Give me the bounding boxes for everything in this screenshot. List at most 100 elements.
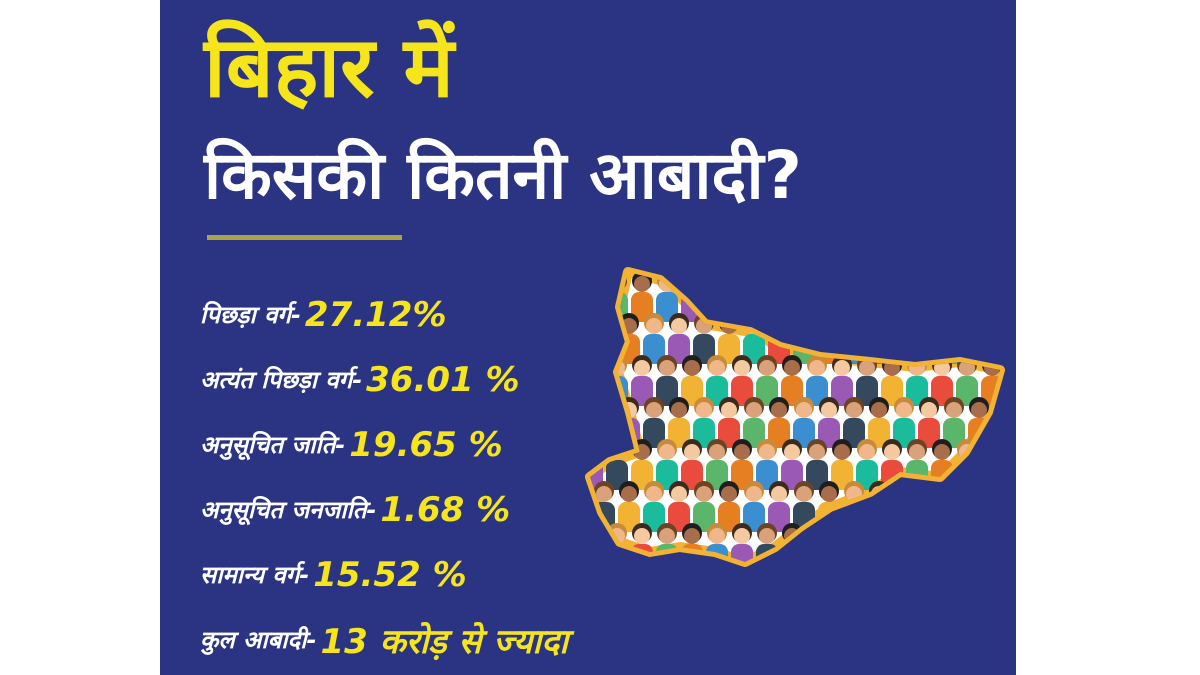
person-body	[768, 502, 790, 532]
person-head	[771, 402, 787, 418]
person-body	[590, 376, 603, 406]
person-head	[696, 402, 712, 418]
person-body	[993, 334, 1000, 364]
person-body	[643, 334, 665, 364]
person-head	[621, 486, 637, 502]
person-body	[806, 376, 828, 406]
person-hair	[590, 439, 602, 459]
person-body	[943, 418, 965, 448]
person-head	[746, 402, 762, 418]
person-head	[759, 276, 775, 292]
person-body	[818, 418, 840, 448]
person-body	[643, 502, 665, 532]
person-head	[809, 276, 825, 292]
person-body	[843, 418, 865, 448]
person-body	[718, 418, 740, 448]
person-head	[821, 402, 837, 418]
person-hair	[957, 523, 977, 543]
person-head	[921, 402, 937, 418]
person-body	[643, 418, 665, 448]
person-hair	[757, 272, 777, 291]
person-head	[871, 402, 887, 418]
person-body	[856, 376, 878, 406]
person-head	[984, 528, 1000, 544]
stat-row: अत्यंत पिछड़ा वर्ग- 36.01 %	[200, 347, 568, 412]
person-head	[859, 276, 875, 292]
person-hair	[832, 272, 852, 291]
person-hair	[894, 481, 914, 501]
stat-label: अनुसूचित जनजाति-	[200, 496, 377, 524]
person-head	[709, 276, 725, 292]
person-hair	[944, 481, 964, 501]
person-body	[731, 292, 753, 322]
person-body	[781, 544, 803, 562]
person-body	[868, 418, 890, 448]
person-head	[796, 318, 812, 334]
person-head	[721, 402, 737, 418]
person-body	[918, 418, 940, 448]
person-body	[781, 376, 803, 406]
stat-row: अनुसूचित जनजाति- 1.68 %	[200, 477, 568, 542]
divider	[207, 235, 402, 240]
person-head	[634, 360, 650, 376]
person-hair	[982, 272, 1000, 291]
person-head	[921, 486, 937, 502]
person-body	[706, 376, 728, 406]
person-head	[634, 528, 650, 544]
person-head	[659, 528, 675, 544]
person-hair	[982, 439, 1000, 459]
person-hair	[832, 523, 852, 543]
person-head	[859, 360, 875, 376]
person-head	[671, 402, 687, 418]
person-body	[618, 502, 640, 532]
person-head	[996, 402, 1000, 418]
stat-row: कुल आबादी- 13 करोड़ से ज्यादा	[200, 607, 568, 672]
person-head	[759, 444, 775, 460]
person-hair	[982, 523, 1000, 543]
person-body	[718, 334, 740, 364]
person-head	[959, 528, 975, 544]
person-body	[693, 334, 715, 364]
person-hair	[869, 313, 889, 333]
person-hair	[732, 272, 752, 291]
person-head	[634, 276, 650, 292]
person-body	[656, 460, 678, 490]
person-head	[896, 486, 912, 502]
person-head	[734, 444, 750, 460]
person-hair	[919, 481, 939, 501]
stat-row: पिछड़ा वर्ग- 27.12%	[200, 282, 568, 347]
person-body	[793, 418, 815, 448]
person-head	[696, 486, 712, 502]
person-body	[681, 376, 703, 406]
stat-row: सामान्य वर्ग- 15.52 %	[200, 542, 568, 607]
stat-value: 36.01 %	[366, 359, 520, 400]
person-body	[918, 502, 940, 532]
person-body	[668, 418, 690, 448]
person-body	[756, 376, 778, 406]
person-body	[606, 460, 628, 490]
person-head	[659, 444, 675, 460]
stat-label: सामान्य वर्ग-	[200, 561, 310, 589]
person-head	[821, 318, 837, 334]
person-body	[768, 418, 790, 448]
person-head	[596, 402, 612, 418]
person-hair	[994, 481, 1000, 501]
person-head	[646, 402, 662, 418]
person-body	[868, 502, 890, 532]
person-body	[918, 334, 940, 364]
person-head	[871, 318, 887, 334]
person-hair	[682, 272, 702, 291]
person-head	[684, 528, 700, 544]
person-body	[831, 544, 853, 562]
stat-value: 15.52 %	[313, 554, 467, 595]
person-head	[884, 276, 900, 292]
person-body	[993, 502, 1000, 532]
person-hair	[807, 272, 827, 291]
person-head	[684, 360, 700, 376]
person-body	[906, 544, 928, 562]
person-head	[759, 528, 775, 544]
person-head	[746, 486, 762, 502]
person-body	[756, 460, 778, 490]
person-head	[671, 318, 687, 334]
person-body	[956, 544, 978, 562]
